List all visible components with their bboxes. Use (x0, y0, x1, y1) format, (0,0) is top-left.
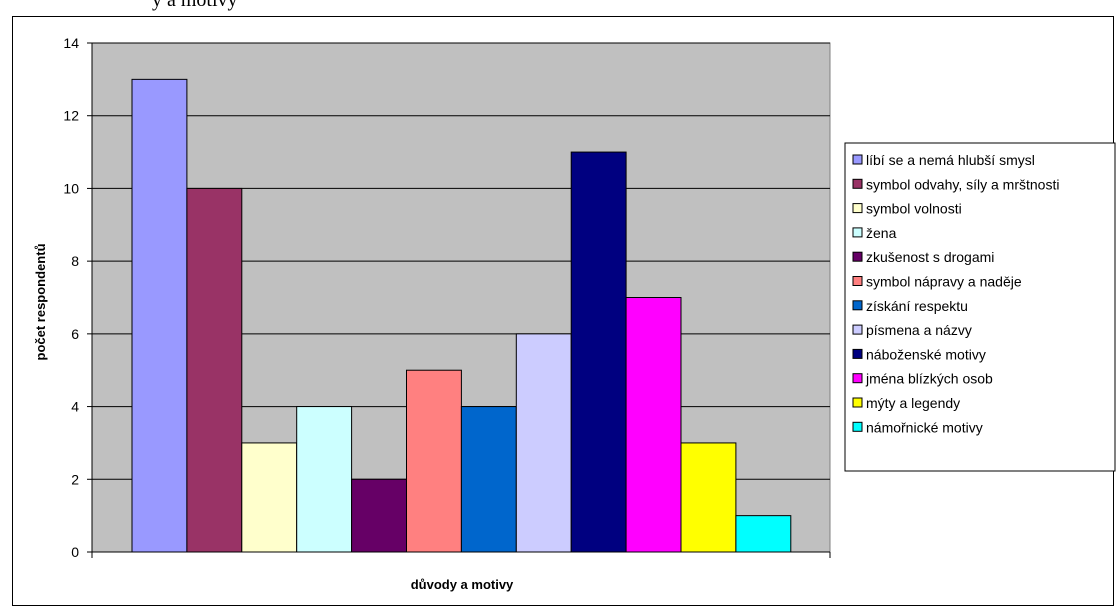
legend-swatch (852, 154, 863, 165)
bar (625, 297, 682, 553)
legend-swatch (852, 203, 863, 214)
legend-swatch (852, 227, 863, 238)
legend-label: zkušenost s drogami (866, 249, 994, 265)
legend-box (844, 142, 1116, 472)
legend-label: mýty a legendy (866, 395, 960, 411)
bar (460, 406, 517, 553)
bar (351, 478, 408, 553)
bar (186, 187, 243, 553)
legend-swatch (852, 397, 863, 408)
legend-swatch (852, 251, 863, 262)
legend-label: symbol odvahy, síly a mrštnosti (866, 176, 1059, 192)
y-tick-label: 6 (71, 326, 79, 342)
legend-swatch (852, 324, 863, 335)
bar (296, 406, 353, 553)
y-axis-title: počet respondentů (33, 243, 48, 360)
legend-swatch (852, 421, 863, 432)
legend-label: líbí se a nemá hlubší smysl (866, 152, 1035, 168)
legend-swatch (852, 373, 863, 384)
legend-label: písmena a názvy (866, 322, 972, 338)
y-tick-label: 10 (63, 180, 79, 196)
bar (241, 442, 298, 553)
legend-label: náboženské motivy (866, 346, 986, 362)
caption-fragment: y a motivy (152, 0, 238, 11)
y-tick-label: 2 (71, 471, 79, 487)
legend-label: symbol volnosti (866, 201, 962, 217)
legend-label: získání respektu (866, 298, 968, 314)
caption-strip: y a motivy (0, 0, 1116, 16)
legend-swatch (852, 348, 863, 359)
bar (735, 515, 792, 553)
bar (131, 78, 188, 553)
legend-swatch (852, 276, 863, 286)
bar (570, 151, 627, 553)
legend-label: námořnické motivy (866, 419, 983, 435)
y-tick-label: 0 (71, 544, 79, 560)
bar (406, 369, 462, 553)
legend-label: žena (866, 225, 897, 241)
legend-label: symbol nápravy a naděje (866, 274, 1022, 290)
y-tick-label: 8 (71, 253, 79, 269)
bar (515, 333, 572, 553)
bar (680, 442, 737, 553)
y-tick-label: 14 (63, 35, 79, 51)
y-tick-label: 12 (63, 108, 79, 124)
legend-label: jména blízkých osob (865, 371, 993, 387)
legend-swatch (852, 178, 863, 189)
y-tick-label: 4 (71, 399, 79, 415)
x-axis-title: důvody a motivy (411, 577, 514, 592)
legend-swatch (852, 300, 863, 311)
